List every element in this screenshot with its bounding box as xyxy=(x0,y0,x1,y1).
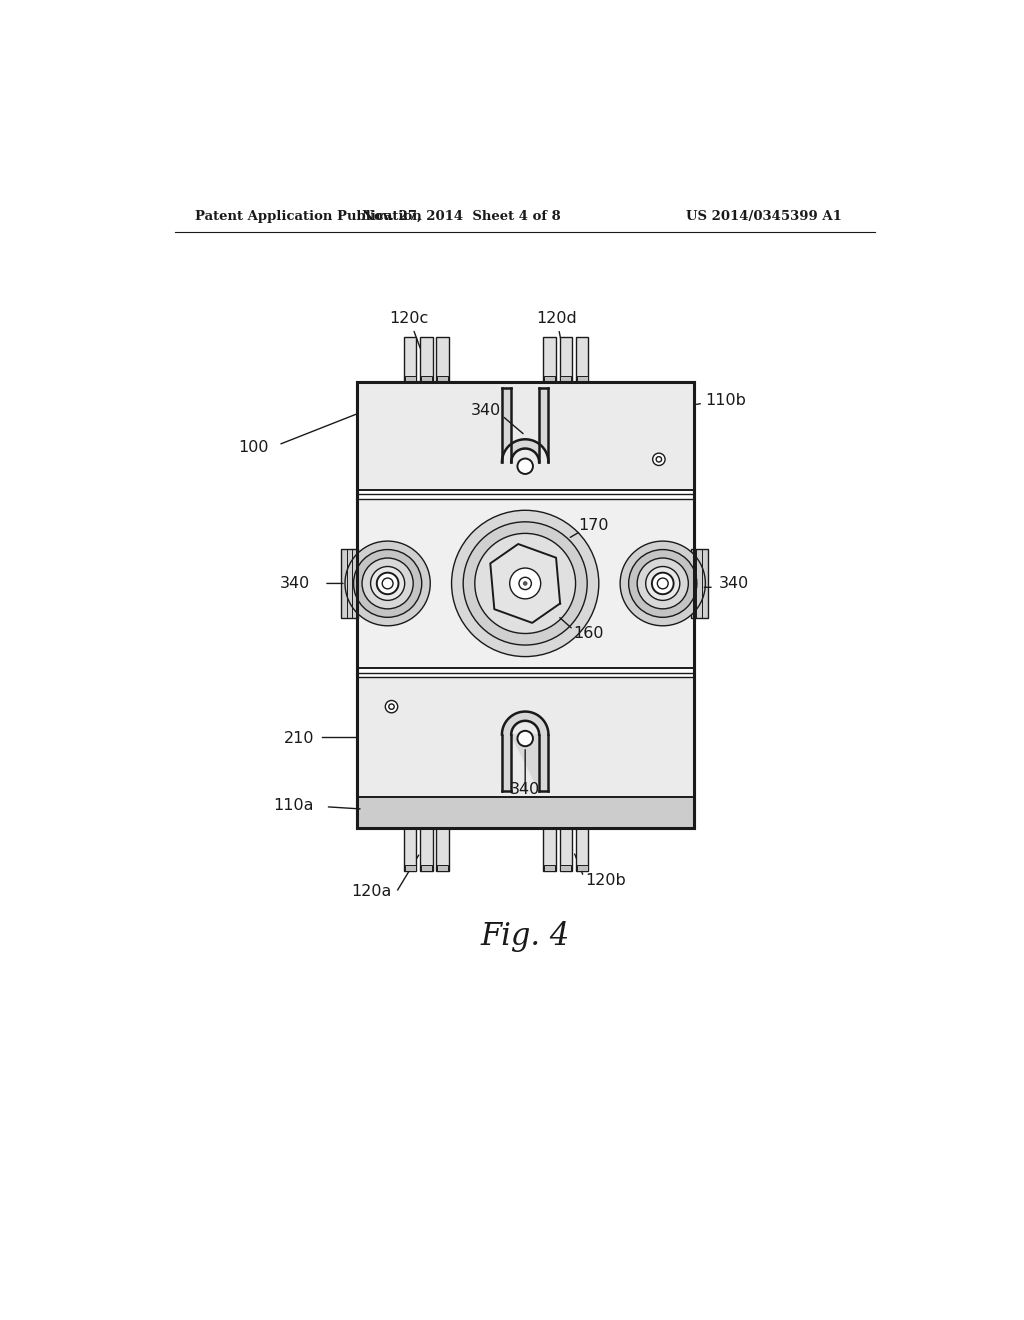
Text: 120a: 120a xyxy=(351,884,391,899)
Bar xyxy=(356,381,693,829)
Bar xyxy=(560,829,572,871)
Bar xyxy=(421,376,432,381)
Text: 120b: 120b xyxy=(586,873,626,888)
Bar xyxy=(437,866,449,871)
Circle shape xyxy=(382,578,393,589)
Polygon shape xyxy=(490,544,560,623)
Bar xyxy=(577,866,588,871)
Text: 120d: 120d xyxy=(537,312,577,362)
Circle shape xyxy=(377,573,398,594)
Bar xyxy=(575,829,589,871)
Bar xyxy=(356,797,693,829)
Bar xyxy=(436,829,449,871)
Bar xyxy=(356,381,693,829)
Circle shape xyxy=(475,533,575,634)
Circle shape xyxy=(371,566,404,601)
Bar xyxy=(544,829,556,871)
Bar xyxy=(436,337,449,381)
Circle shape xyxy=(463,521,587,645)
Text: 340: 340 xyxy=(471,404,502,418)
Bar xyxy=(575,337,589,381)
Bar xyxy=(577,376,588,381)
Circle shape xyxy=(345,541,430,626)
Bar xyxy=(560,866,571,871)
Text: Fig. 4: Fig. 4 xyxy=(480,920,569,952)
Text: 340: 340 xyxy=(510,781,541,796)
Circle shape xyxy=(652,453,665,466)
Bar xyxy=(560,376,571,381)
Bar xyxy=(356,677,693,797)
Bar xyxy=(544,376,555,381)
Text: 170: 170 xyxy=(578,519,608,533)
Text: Nov. 27, 2014  Sheet 4 of 8: Nov. 27, 2014 Sheet 4 of 8 xyxy=(361,210,560,223)
Bar xyxy=(421,866,432,871)
Text: 210: 210 xyxy=(284,731,314,747)
Text: Patent Application Publication: Patent Application Publication xyxy=(196,210,422,223)
Bar xyxy=(420,829,432,871)
Polygon shape xyxy=(502,388,549,462)
Circle shape xyxy=(652,573,674,594)
Text: 110b: 110b xyxy=(706,393,746,408)
Circle shape xyxy=(519,577,531,590)
Circle shape xyxy=(657,578,669,589)
Bar xyxy=(420,337,432,381)
Circle shape xyxy=(389,704,394,709)
Text: 100: 100 xyxy=(239,440,269,454)
Text: 160: 160 xyxy=(573,626,604,642)
Circle shape xyxy=(656,457,662,462)
Bar xyxy=(341,549,358,618)
Circle shape xyxy=(523,581,527,586)
Bar xyxy=(356,499,693,668)
Bar xyxy=(544,337,556,381)
Bar xyxy=(560,337,572,381)
Bar xyxy=(404,866,416,871)
Bar xyxy=(356,381,693,490)
Bar xyxy=(437,376,449,381)
Circle shape xyxy=(621,541,706,626)
Text: 120c: 120c xyxy=(390,312,429,362)
Circle shape xyxy=(362,558,414,609)
Text: 340: 340 xyxy=(719,576,749,591)
Bar xyxy=(690,549,708,618)
Circle shape xyxy=(629,549,697,618)
Circle shape xyxy=(385,701,397,713)
Circle shape xyxy=(517,458,532,474)
Text: 340: 340 xyxy=(280,576,310,591)
Circle shape xyxy=(517,731,532,746)
Text: US 2014/0345399 A1: US 2014/0345399 A1 xyxy=(685,210,842,223)
Text: 110a: 110a xyxy=(273,799,314,813)
Bar xyxy=(544,866,555,871)
Circle shape xyxy=(452,511,599,656)
Circle shape xyxy=(353,549,422,618)
Circle shape xyxy=(637,558,688,609)
Circle shape xyxy=(510,568,541,599)
Circle shape xyxy=(646,566,680,601)
Bar xyxy=(404,376,416,381)
Bar xyxy=(403,829,417,871)
Bar xyxy=(403,337,417,381)
Polygon shape xyxy=(502,711,549,791)
